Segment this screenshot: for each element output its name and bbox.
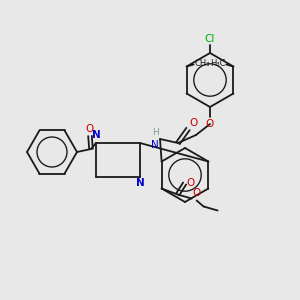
Text: N: N (92, 130, 100, 140)
Text: H₃C: H₃C (210, 59, 225, 68)
Text: Cl: Cl (205, 34, 215, 44)
Text: O: O (206, 119, 214, 129)
Text: O: O (189, 118, 197, 128)
Text: O: O (86, 124, 94, 134)
Text: N: N (151, 140, 159, 150)
Text: N: N (136, 178, 144, 188)
Text: O: O (193, 188, 201, 197)
Text: H: H (152, 128, 159, 137)
Text: O: O (187, 178, 195, 188)
Text: CH₃: CH₃ (195, 59, 210, 68)
